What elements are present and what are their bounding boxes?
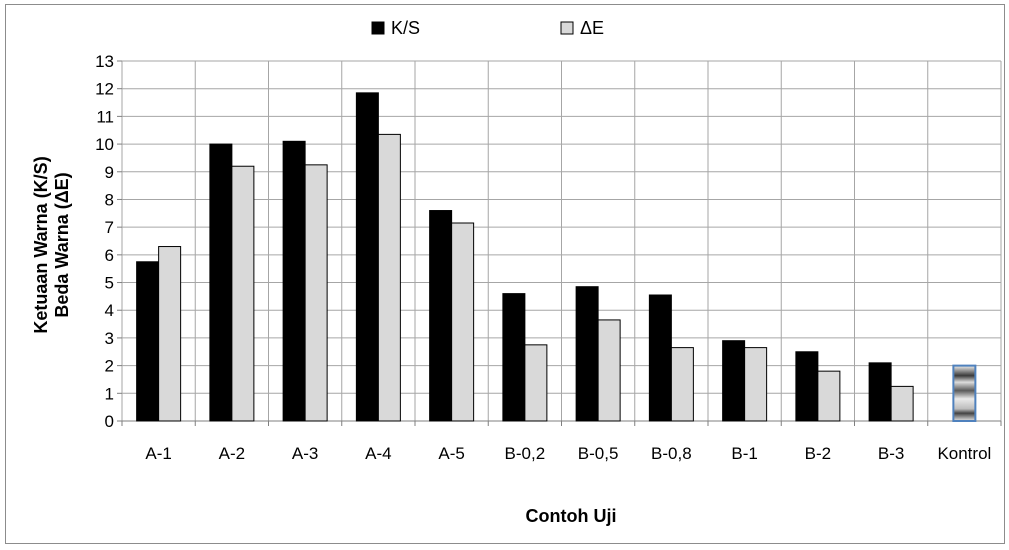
legend-label-ks: K/S xyxy=(391,18,420,38)
bar-delta-e xyxy=(817,370,841,422)
x-tick-label: A-5 xyxy=(438,444,464,463)
bar-ks xyxy=(722,340,746,422)
gridlines xyxy=(117,60,1002,426)
bar-ks xyxy=(282,140,306,422)
bars xyxy=(136,92,914,422)
y-tick-label: 8 xyxy=(105,190,114,209)
bar-ks xyxy=(136,261,160,422)
bar-ks xyxy=(355,92,379,422)
y-tick-label: 11 xyxy=(96,107,114,126)
bar-ks xyxy=(795,351,819,422)
x-tick-label: B-0,8 xyxy=(651,444,692,463)
x-tick-label: A-2 xyxy=(219,444,245,463)
y-tick-label: 4 xyxy=(105,301,114,320)
x-tick-label: B-0,2 xyxy=(505,444,546,463)
x-tick-label: A-3 xyxy=(292,444,318,463)
bar-ks xyxy=(502,293,526,422)
x-tick-label: A-1 xyxy=(145,444,171,463)
legend-label-delta-e: ΔE xyxy=(580,18,604,38)
bar-delta-e xyxy=(524,344,548,422)
bar-ks xyxy=(868,362,892,422)
x-tick-label: B-2 xyxy=(805,444,831,463)
y-tick-label: 9 xyxy=(105,163,114,182)
y-tick-label: 7 xyxy=(105,218,114,237)
chart-frame: K/S ΔE 0 1 2 3 4 5 6 7 8 9 10 11 12 13 A-1 A-2 A-3 A-4 A-5… xyxy=(5,4,1005,544)
y-tick-label: 12 xyxy=(95,80,114,99)
y-tick-label: 10 xyxy=(95,135,114,154)
legend: K/S ΔE xyxy=(371,18,604,38)
bar-delta-e xyxy=(597,319,621,422)
y-tick-label: 2 xyxy=(105,357,114,376)
bar-ks xyxy=(429,210,453,422)
x-tick-labels: A-1 A-2 A-3 A-4 A-5 B-0,2 B-0,5 B-0,8 B-1 B-2 B-3 K… xyxy=(145,444,991,463)
bar-delta-e xyxy=(377,133,401,422)
y-axis-title-2: Beda Warna (ΔE) xyxy=(52,172,72,317)
y-tick-label: 5 xyxy=(105,274,114,293)
x-tick-label: B-1 xyxy=(731,444,757,463)
bar-delta-e xyxy=(231,165,255,422)
control-fabric-image xyxy=(952,364,977,423)
bar-delta-e xyxy=(451,222,475,422)
y-tick-label: 6 xyxy=(105,246,114,265)
bar-delta-e xyxy=(744,347,768,422)
legend-swatch-delta-e xyxy=(560,21,574,35)
bar-delta-e xyxy=(890,385,914,422)
bar-delta-e xyxy=(670,347,694,422)
bar-ks xyxy=(575,286,599,422)
y-tick-label: 0 xyxy=(105,412,114,431)
bar-delta-e xyxy=(304,164,328,422)
bar-ks xyxy=(209,143,233,422)
bar-delta-e xyxy=(158,246,182,422)
x-axis-title: Contoh Uji xyxy=(526,506,617,526)
control-fabric-swatch xyxy=(952,364,977,423)
legend-swatch-ks xyxy=(371,21,385,35)
x-tick-label: B-0,5 xyxy=(578,444,619,463)
x-tick-label: Kontrol xyxy=(937,444,991,463)
x-tick-label: A-4 xyxy=(365,444,391,463)
y-axis-title: Ketuaan Warna (K/S) xyxy=(31,156,51,333)
x-tick-label: B-3 xyxy=(878,444,904,463)
y-tick-label: 3 xyxy=(105,329,114,348)
bar-ks xyxy=(648,294,672,422)
y-tick-label: 13 xyxy=(95,52,114,71)
y-tick-label: 1 xyxy=(105,384,114,403)
